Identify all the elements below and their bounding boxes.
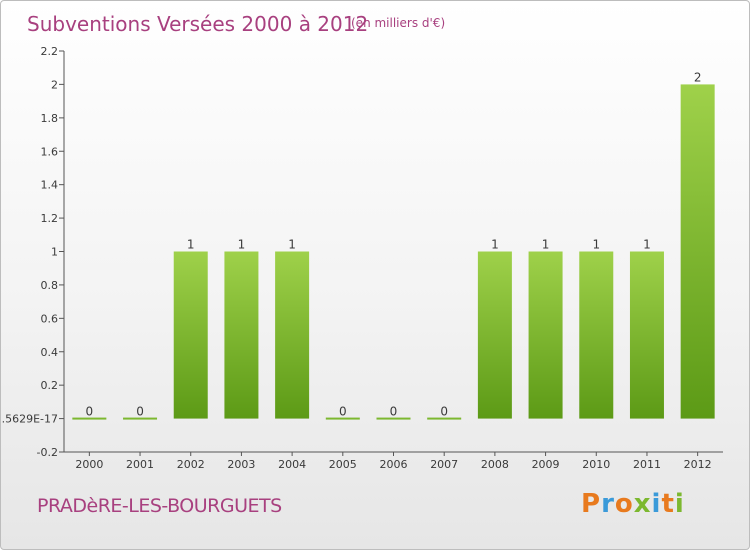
bar bbox=[72, 417, 107, 420]
logo-letter: o bbox=[614, 489, 634, 519]
data-label: 1 bbox=[238, 238, 246, 252]
x-tick-label: 2006 bbox=[380, 458, 408, 471]
data-labels: 0 0 1 1 1 0 0 0 1 1 1 1 2 bbox=[86, 70, 702, 418]
y-tick-label: 0.8 bbox=[41, 279, 59, 292]
logo-letter: x bbox=[633, 489, 652, 519]
data-label: 0 bbox=[86, 405, 94, 419]
data-label: 0 bbox=[390, 405, 398, 419]
data-label: 0 bbox=[440, 405, 448, 419]
bar bbox=[325, 417, 360, 420]
bar bbox=[376, 417, 411, 420]
y-tick-label: 0.6 bbox=[41, 312, 59, 325]
y-tick-label: 0.4 bbox=[41, 346, 59, 359]
bar bbox=[123, 417, 158, 420]
logo-letter: t bbox=[661, 489, 675, 519]
bar bbox=[680, 84, 715, 419]
x-tick-label: 2008 bbox=[481, 458, 509, 471]
data-label: 0 bbox=[339, 405, 347, 419]
data-label: 1 bbox=[187, 238, 195, 252]
bar bbox=[427, 417, 462, 420]
y-tick-label: -0.2 bbox=[37, 446, 58, 459]
data-label: 1 bbox=[643, 238, 651, 252]
data-label: 1 bbox=[542, 238, 550, 252]
y-tick-label: 2.2 bbox=[41, 45, 59, 58]
x-tick-label: 2002 bbox=[177, 458, 205, 471]
y-tick-label: 1.4 bbox=[41, 179, 59, 192]
y-axis: -0.2 -1.5629E-17 0.2 0.4 0.6 0.8 1 1.2 1.4 1.6 1.8… bbox=[1, 45, 64, 459]
bar bbox=[579, 251, 614, 419]
chart-subtitle: (en milliers d'€) bbox=[351, 16, 445, 30]
data-label: 1 bbox=[288, 238, 296, 252]
bars bbox=[72, 84, 715, 420]
x-tick-label: 2004 bbox=[278, 458, 306, 471]
x-tick-label: 2011 bbox=[633, 458, 661, 471]
bar bbox=[629, 251, 664, 419]
x-tick-label: 2001 bbox=[126, 458, 154, 471]
y-tick-label: 1.2 bbox=[41, 212, 59, 225]
bar bbox=[275, 251, 310, 419]
y-tick-label: 1.6 bbox=[41, 145, 59, 158]
chart-title: Subventions Versées 2000 à 2012 bbox=[27, 12, 368, 36]
x-tick-label: 2000 bbox=[75, 458, 103, 471]
bar bbox=[173, 251, 208, 419]
y-tick-label: 2 bbox=[51, 78, 58, 91]
x-tick-label: 2010 bbox=[582, 458, 610, 471]
x-axis: 2000 2001 2002 2003 2004 2005 2006 2007 2008 2009… bbox=[75, 452, 712, 471]
bar bbox=[528, 251, 563, 419]
x-tick-label: 2012 bbox=[684, 458, 712, 471]
bar bbox=[224, 251, 259, 419]
commune-name: PRADèRE-LES-BOURGUETS bbox=[37, 495, 282, 517]
bar bbox=[477, 251, 512, 419]
data-label: 0 bbox=[136, 405, 144, 419]
y-tick-label: 0.2 bbox=[41, 379, 59, 392]
y-tick-label: 1 bbox=[51, 246, 58, 259]
x-tick-label: 2003 bbox=[227, 458, 255, 471]
logo-letter: i bbox=[651, 489, 662, 519]
data-label: 2 bbox=[694, 70, 702, 84]
y-tick-label: 1.8 bbox=[41, 112, 59, 125]
proxiti-logo: Proxiti bbox=[581, 489, 685, 519]
logo-letter: P bbox=[581, 489, 602, 519]
x-tick-label: 2009 bbox=[532, 458, 560, 471]
data-label: 1 bbox=[491, 238, 499, 252]
x-tick-label: 2007 bbox=[430, 458, 458, 471]
data-label: 1 bbox=[592, 238, 600, 252]
logo-letter: i bbox=[674, 489, 685, 519]
x-tick-label: 2005 bbox=[329, 458, 357, 471]
logo-letter: r bbox=[601, 489, 615, 519]
y-tick-label: -1.5629E-17 bbox=[1, 413, 58, 426]
